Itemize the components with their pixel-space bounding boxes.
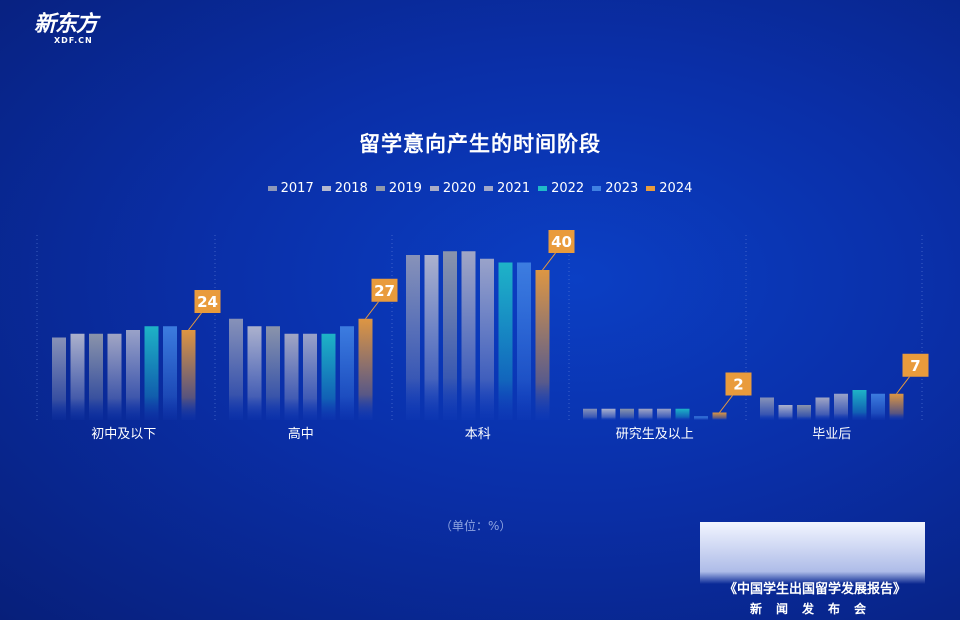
- bar-2022-本科: [498, 262, 513, 420]
- data-label-box: [548, 230, 575, 253]
- bar-2020-初中及以下: [107, 333, 122, 420]
- legend-item-2024: 2024: [646, 181, 692, 196]
- bar-2021-高中: [303, 333, 317, 420]
- data-label-box: [902, 353, 929, 377]
- bar-2020-研究生及以上: [638, 408, 653, 420]
- bar-2019-毕业后: [797, 405, 811, 420]
- bar-2017-研究生及以上: [583, 408, 597, 420]
- logo-main: 新东方: [34, 12, 98, 37]
- category-label: 本科: [465, 427, 491, 442]
- bar-2017-初中及以下: [52, 337, 66, 420]
- bar-2024-研究生及以上: [712, 412, 727, 420]
- bar-2019-初中及以下: [89, 333, 103, 420]
- legend-label: 2023: [605, 181, 639, 196]
- legend-item-2020: 2020: [429, 181, 476, 196]
- bar-2022-高中: [321, 333, 336, 420]
- bar-2018-高中: [247, 326, 262, 420]
- bar-2023-研究生及以上: [694, 416, 708, 420]
- data-label: 40: [551, 233, 572, 251]
- report-title: 《中国学生出国留学发展报告》: [723, 582, 906, 597]
- legend-swatch: [429, 186, 439, 191]
- legend-swatch: [592, 186, 602, 191]
- bar-2020-高中: [284, 333, 299, 420]
- legend-item-2023: 2023: [592, 181, 638, 196]
- xdf-logo: 新东方 XDF.CN: [34, 14, 114, 50]
- bar-2017-毕业后: [760, 397, 774, 420]
- legend-item-2018: 2018: [321, 181, 368, 196]
- label-leader-line: [188, 312, 202, 331]
- data-label-box: [371, 278, 398, 302]
- bar-2020-本科: [461, 251, 476, 420]
- bar-2021-毕业后: [834, 393, 848, 420]
- chart-title: 留学意向产生的时间阶段: [359, 132, 601, 156]
- legend-label: 2020: [442, 181, 476, 196]
- legend: 2017 2018 2019 2020 2021 2022 2023 2024: [0, 181, 960, 196]
- legend-swatch: [484, 186, 493, 191]
- data-label: 24: [197, 293, 218, 311]
- label-leader-line: [542, 252, 556, 271]
- bar-2018-研究生及以上: [601, 408, 616, 420]
- legend-item-2019: 2019: [375, 181, 422, 196]
- legend-swatch: [375, 186, 385, 191]
- bar-2022-初中及以下: [144, 326, 159, 420]
- unit-label: （单位：%）: [440, 519, 512, 533]
- label-leader-line: [365, 301, 379, 320]
- label-leader-line: [719, 395, 733, 413]
- data-label: 7: [910, 357, 920, 375]
- legend-label: 2019: [388, 181, 422, 196]
- bar-2024-本科: [535, 270, 550, 420]
- data-label-box: [194, 290, 221, 313]
- bar-2022-毕业后: [852, 390, 867, 420]
- bar-2021-初中及以下: [126, 330, 140, 420]
- data-label-box: [725, 372, 752, 396]
- report-logo: 《中国学生出国留学发展报告》 新闻发布会: [695, 520, 935, 620]
- bar-2023-毕业后: [871, 393, 885, 420]
- bar-2019-高中: [266, 326, 280, 420]
- data-label: 27: [374, 282, 395, 300]
- category-label: 研究生及以上: [616, 427, 694, 442]
- report-graphic: [700, 522, 925, 584]
- bar-2018-本科: [424, 255, 439, 420]
- legend-label: 2024: [659, 181, 693, 196]
- category-label: 高中: [288, 426, 314, 442]
- bar-2023-高中: [340, 326, 354, 420]
- legend-swatch: [321, 186, 331, 191]
- legend-label: 2022: [551, 181, 585, 196]
- data-label: 2: [733, 376, 743, 394]
- report-subtitle: 新闻发布会: [749, 602, 880, 616]
- bar-2021-研究生及以上: [657, 408, 671, 420]
- category-label: 初中及以下: [91, 427, 156, 442]
- bar-2017-高中: [229, 318, 243, 420]
- logo-sub: XDF.CN: [54, 36, 93, 45]
- legend-item-2017: 2017: [267, 181, 314, 196]
- bar-2024-毕业后: [889, 393, 904, 420]
- bar-2021-本科: [480, 258, 494, 420]
- bar-2019-本科: [443, 251, 457, 420]
- bar-2023-初中及以下: [163, 326, 177, 420]
- bar-2022-研究生及以上: [675, 408, 690, 420]
- bar-2019-研究生及以上: [620, 408, 634, 420]
- bar-2020-毕业后: [815, 397, 830, 420]
- legend-swatch: [646, 186, 656, 191]
- bar-2024-高中: [358, 318, 373, 420]
- bar-2018-毕业后: [778, 405, 793, 420]
- legend-item-2022: 2022: [538, 181, 584, 196]
- label-leader-line: [896, 376, 910, 395]
- legend-swatch: [267, 186, 277, 191]
- legend-label: 2021: [497, 181, 531, 196]
- legend-label: 2017: [280, 181, 314, 196]
- legend-item-2021: 2021: [484, 181, 530, 196]
- category-label: 毕业后: [812, 427, 851, 442]
- bar-2017-本科: [406, 255, 420, 420]
- legend-swatch: [538, 186, 548, 191]
- bar-2023-本科: [517, 262, 531, 420]
- bar-2018-初中及以下: [70, 333, 85, 420]
- legend-label: 2018: [334, 181, 368, 196]
- bar-2024-初中及以下: [181, 330, 196, 420]
